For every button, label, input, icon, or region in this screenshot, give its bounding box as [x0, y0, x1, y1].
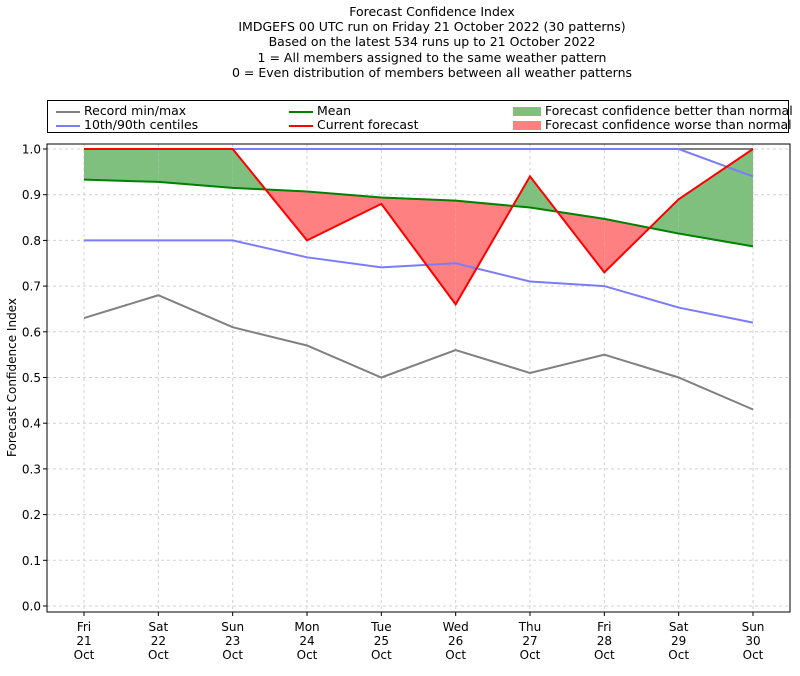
y-axis-label: Forecast Confidence Index: [5, 298, 19, 457]
legend-swatch-current: [289, 125, 313, 127]
x-tick-label-date: 26: [448, 634, 463, 648]
series-line-10th-centile: [84, 239, 754, 324]
y-axis: 0.0 0.1 0.2 0.3 0.4 0.5 0.6 0.7 0.8 0.9 1.0: [22, 143, 47, 614]
x-tick-label-month: Oct: [148, 648, 169, 662]
x-tick-label-day: Sat: [148, 620, 168, 634]
x-tick-label-month: Oct: [222, 648, 243, 662]
x-tick-label-day: Thu: [518, 620, 542, 634]
legend-swatch-mean: [289, 111, 313, 113]
series-line-record-min: [83, 294, 754, 411]
legend-swatch-better: [513, 107, 541, 116]
x-tick-label-month: Oct: [371, 648, 392, 662]
series-line-mean: [83, 178, 754, 248]
x-tick-label: Fri 28 Oct: [594, 620, 615, 662]
title-line: Based on the latest 534 runs up to 21 Oc…: [268, 34, 596, 50]
fill-worse-than-normal: [307, 191, 382, 241]
x-tick-label-month: Oct: [743, 648, 764, 662]
legend-label-mean: Mean: [317, 103, 352, 118]
y-tick-label: 0.2: [22, 508, 41, 522]
x-tick-label-date: 22: [151, 634, 166, 648]
confidence-fills: [84, 149, 753, 305]
x-tick-label-day: Wed: [443, 620, 469, 634]
legend-label-centiles: 10th/90th centiles: [84, 117, 199, 132]
x-tick-label: Sat 29 Oct: [668, 620, 689, 662]
x-tick-label: Sun 23 Oct: [221, 620, 244, 662]
x-tick-label-date: 29: [671, 634, 686, 648]
x-tick-label-month: Oct: [445, 648, 466, 662]
y-tick-label: 0.6: [22, 325, 41, 339]
y-tick-label: 0.3: [22, 462, 41, 476]
legend-swatch-record: [56, 111, 80, 113]
y-tick-label: 0.9: [22, 188, 41, 202]
y-tick-label: 1.0: [22, 143, 41, 157]
legend: Record min/max 10th/90th centiles Mean C…: [47, 100, 793, 133]
legend-label-current: Current forecast: [317, 117, 419, 132]
x-tick-label-date: 23: [225, 634, 240, 648]
legend-swatch-worse: [513, 121, 541, 130]
x-tick-label-date: 28: [597, 634, 612, 648]
y-tick-label: 0.5: [22, 371, 41, 385]
legend-label-record: Record min/max: [84, 103, 187, 118]
x-tick-label-date: 30: [745, 634, 760, 648]
fill-better-than-normal: [158, 149, 233, 188]
fill-worse-than-normal: [604, 218, 650, 273]
x-tick-label-date: 27: [522, 634, 537, 648]
x-tick-label-month: Oct: [520, 648, 541, 662]
fill-better-than-normal: [649, 199, 679, 234]
title-line: IMDGEFS 00 UTC run on Friday 21 October …: [238, 19, 626, 35]
legend-swatch-centiles: [56, 125, 80, 127]
x-tick-label-day: Fri: [597, 620, 611, 634]
legend-label-worse: Forecast confidence worse than normal: [545, 117, 792, 132]
x-tick-label: Fri 21 Oct: [74, 620, 95, 662]
y-tick-label: 0.0: [22, 600, 41, 614]
y-tick-label: 0.7: [22, 280, 41, 294]
x-tick-label: Thu 27 Oct: [518, 620, 542, 662]
x-tick-label-day: Sat: [669, 620, 689, 634]
fill-better-than-normal: [84, 149, 159, 182]
x-tick-label: Sat 22 Oct: [148, 620, 169, 662]
x-tick-label: Sun 30 Oct: [742, 620, 765, 662]
y-tick-label: 0.1: [22, 554, 41, 568]
series-lines: [83, 148, 754, 411]
title-line: Forecast Confidence Index: [349, 4, 515, 19]
x-tick-label-month: Oct: [594, 648, 615, 662]
x-tick-label-month: Oct: [297, 648, 318, 662]
title-line: 1 = All members assigned to the same wea…: [257, 49, 607, 65]
x-tick-label-day: Sun: [221, 620, 244, 634]
legend-label-better: Forecast confidence better than normal: [545, 103, 793, 118]
x-tick-label-day: Tue: [370, 620, 392, 634]
x-tick-label-month: Oct: [668, 648, 689, 662]
fill-better-than-normal: [678, 149, 753, 247]
y-tick-label: 0.4: [22, 417, 41, 431]
x-tick-label-date: 24: [299, 634, 314, 648]
series-line-current-forecast: [84, 148, 754, 307]
x-tick-label: Mon 24 Oct: [294, 620, 319, 662]
x-tick-label-date: 25: [374, 634, 389, 648]
x-tick-label-date: 21: [76, 634, 91, 648]
title-line: 0 = Even distribution of members between…: [231, 64, 633, 80]
chart-title: Forecast Confidence Index IMDGEFS 00 UTC…: [0, 4, 800, 80]
x-tick-label: Tue 25 Oct: [370, 620, 392, 662]
x-tick-label-day: Fri: [77, 620, 91, 634]
grid: [47, 144, 790, 612]
x-tick-label-day: Sun: [742, 620, 765, 634]
y-tick-label: 0.8: [22, 234, 41, 248]
x-tick-label: Wed 26 Oct: [443, 620, 469, 662]
x-tick-label-day: Mon: [294, 620, 319, 634]
x-tick-label-month: Oct: [74, 648, 95, 662]
